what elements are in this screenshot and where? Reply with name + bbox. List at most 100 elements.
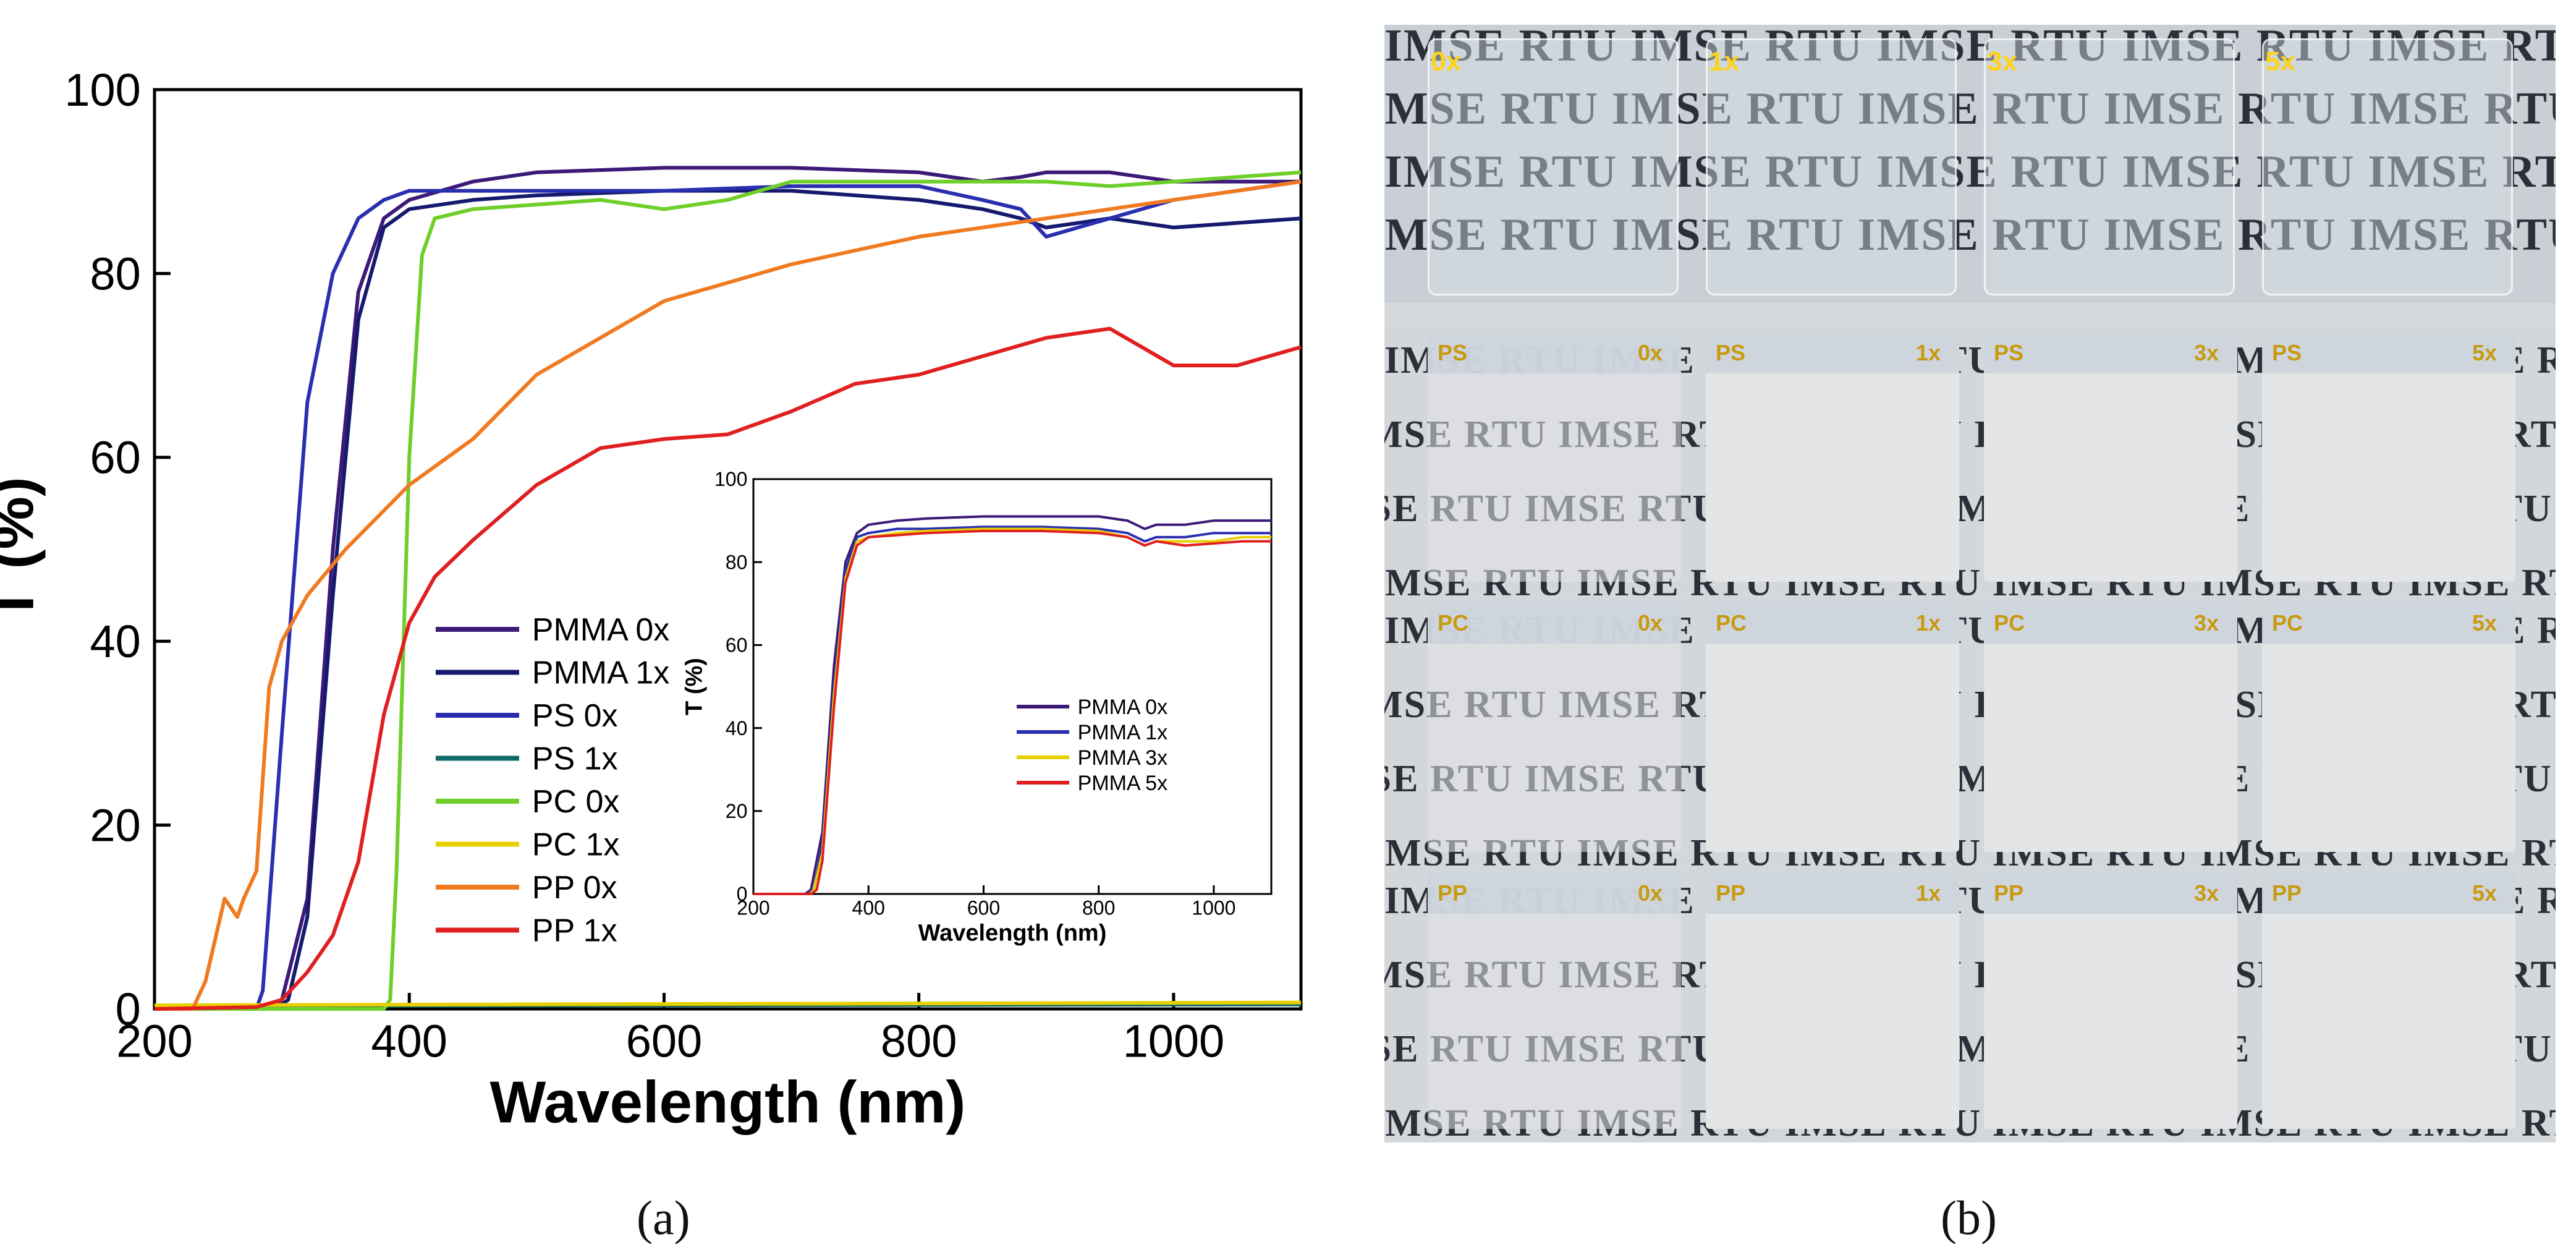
inset-transmittance-chart: 200 400 600 800 1000 0 20 40 60 80 100 Wavelength (… xyxy=(681,468,1273,946)
main-y-axis-title: T (%) xyxy=(0,477,46,622)
inset-legend-label-3: PMMA 5x xyxy=(1078,772,1167,795)
inset-y-tick-label-40: 40 xyxy=(726,717,748,739)
inset-y-axis-title: T (%) xyxy=(681,658,707,715)
sample-cycle-label: 0x xyxy=(1638,880,1663,906)
inset-y-tick-label-80: 80 xyxy=(726,551,748,573)
sample-header xyxy=(2262,602,2515,644)
sample-material-label: PS xyxy=(1438,340,1468,365)
sample-material-label: PC xyxy=(1716,610,1747,636)
main-series-line-0 xyxy=(155,166,1301,1011)
main-legend-label-2: PS 0x xyxy=(532,698,618,734)
sample-label: 3x xyxy=(1987,46,2017,77)
main-y-tick-label-60: 60 xyxy=(90,432,140,483)
sample-header xyxy=(1984,602,2237,644)
sample-label: 5x xyxy=(2265,46,2295,77)
sample-cycle-label: 5x xyxy=(2472,610,2498,636)
sample-photo: IMSE RTU IMSE RTU IMSE RTU IMSE RTU IMSE… xyxy=(1384,25,2556,1142)
sample-material-label: PC xyxy=(1994,610,2025,636)
sample-header xyxy=(1984,872,2237,914)
main-series-line-5 xyxy=(154,1000,1302,1008)
inset-series-line-3 xyxy=(753,529,1271,895)
sample-header xyxy=(2262,331,2515,373)
inset-legend-label-0: PMMA 0x xyxy=(1078,696,1167,719)
main-series-line-7 xyxy=(154,326,1302,1011)
sample-cycle-label: 0x xyxy=(1638,610,1663,636)
watermark-text: IMSE RTU IMSE RTU IMSE RTU IMSE RTU IMSE… xyxy=(1384,83,2556,134)
watermark-text: IMSE RTU IMSE RTU IMSE RTU IMSE RTU IMSE… xyxy=(1384,25,2556,71)
photo-row-pc: IMSE RTU IMSE RTU IMSE RTU IMSE RTU IMSE… xyxy=(1384,597,2556,866)
inset-x-tick-label-200: 200 xyxy=(737,897,769,919)
photo-top-row: IMSE RTU IMSE RTU IMSE RTU IMSE RTU IMSE… xyxy=(1384,25,2556,303)
sample-plate xyxy=(1428,38,1679,296)
sample-plate xyxy=(1706,872,1959,1129)
sample-cycle-label: 5x xyxy=(2472,340,2498,365)
main-legend-label-7: PP 1x xyxy=(532,913,617,949)
sample-header xyxy=(1706,872,1959,914)
sample-header xyxy=(1428,331,1681,373)
main-plot-frame xyxy=(153,88,1303,1011)
inset-x-tick-label-400: 400 xyxy=(852,897,885,919)
sample-cycle-label: 3x xyxy=(2194,880,2219,906)
inset-series-line-1 xyxy=(753,525,1271,895)
inset-plot-frame xyxy=(752,478,1273,895)
sample-plate xyxy=(1428,872,1681,1129)
sample-plate xyxy=(1706,38,1957,296)
sample-header xyxy=(2262,872,2515,914)
sample-material-label: PS xyxy=(2272,340,2302,365)
main-x-axis-title: Wavelength (nm) xyxy=(490,1069,966,1135)
sample-header xyxy=(1428,602,1681,644)
sample-header xyxy=(1428,872,1681,914)
main-y-tick-label-100: 100 xyxy=(64,64,140,116)
inset-legend-label-2: PMMA 3x xyxy=(1078,746,1167,770)
main-y-tick-label-80: 80 xyxy=(90,248,140,299)
main-y-tick-label-20: 20 xyxy=(90,800,140,851)
inset-x-tick-label-800: 800 xyxy=(1082,897,1115,919)
inset-x-tick-label-1000: 1000 xyxy=(1192,897,1235,919)
sample-label: 0x xyxy=(1431,46,1461,77)
main-x-tick-label-1000: 1000 xyxy=(1123,1016,1225,1067)
sample-material-label: PC xyxy=(2272,610,2303,636)
main-x-tick-label-400: 400 xyxy=(371,1016,447,1067)
watermark-text: IMSE RTU IMSE RTU IMSE RTU IMSE RTU IMSE… xyxy=(1384,147,2556,197)
watermark-text: IMSE RTU IMSE RTU IMSE RTU IMSE RTU IMSE… xyxy=(1384,210,2556,260)
main-legend-label-3: PS 1x xyxy=(532,741,618,777)
sample-material-label: PP xyxy=(1716,880,1746,906)
sample-material-label: PC xyxy=(1438,610,1469,636)
inset-y-tick-label-0: 0 xyxy=(737,883,748,905)
photo-row-ps: IMSE RTU IMSE RTU IMSE RTU IMSE RTU IMSE… xyxy=(1384,326,2556,595)
main-series-line-6 xyxy=(155,179,1302,1011)
sample-plate xyxy=(1984,38,2235,296)
sample-plate xyxy=(1984,872,2237,1129)
main-y-tick-label-0: 0 xyxy=(116,984,141,1035)
main-legend-label-5: PC 1x xyxy=(532,827,620,863)
main-legend-label-6: PP 0x xyxy=(532,870,617,906)
sample-material-label: PP xyxy=(2272,880,2302,906)
sample-cycle-label: 3x xyxy=(2194,340,2219,365)
inset-y-tick-label-20: 20 xyxy=(726,800,748,822)
sample-plate xyxy=(2262,38,2513,296)
sample-material-label: PS xyxy=(1994,340,2024,365)
inset-series-line-0 xyxy=(753,515,1271,895)
main-legend-label-1: PMMA 1x xyxy=(532,655,670,691)
main-series-line-4 xyxy=(155,170,1302,1011)
sample-cycle-label: 1x xyxy=(1916,880,1941,906)
sample-header xyxy=(1706,602,1959,644)
main-series-line-1 xyxy=(155,189,1302,1011)
main-legend-label-0: PMMA 0x xyxy=(532,612,670,648)
sample-cycle-label: 5x xyxy=(2472,880,2498,906)
sample-material-label: PP xyxy=(1994,880,2024,906)
main-y-tick-label-40: 40 xyxy=(90,616,140,667)
sample-material-label: PP xyxy=(1438,880,1468,906)
sample-label: 1x xyxy=(1709,46,1739,77)
inset-y-tick-label-100: 100 xyxy=(714,468,747,490)
main-x-tick-label-800: 800 xyxy=(881,1016,957,1067)
sample-cycle-label: 0x xyxy=(1638,340,1663,365)
photo-row-pp: IMSE RTU IMSE RTU IMSE RTU IMSE RTU IMSE… xyxy=(1384,867,2556,1142)
sample-cycle-label: 1x xyxy=(1916,340,1941,365)
caption-a: (a) xyxy=(637,1191,690,1244)
sample-cycle-label: 1x xyxy=(1916,610,1941,636)
main-legend-label-4: PC 0x xyxy=(532,784,620,820)
sample-cycle-label: 3x xyxy=(2194,610,2219,636)
main-series-line-2 xyxy=(155,179,1302,1011)
